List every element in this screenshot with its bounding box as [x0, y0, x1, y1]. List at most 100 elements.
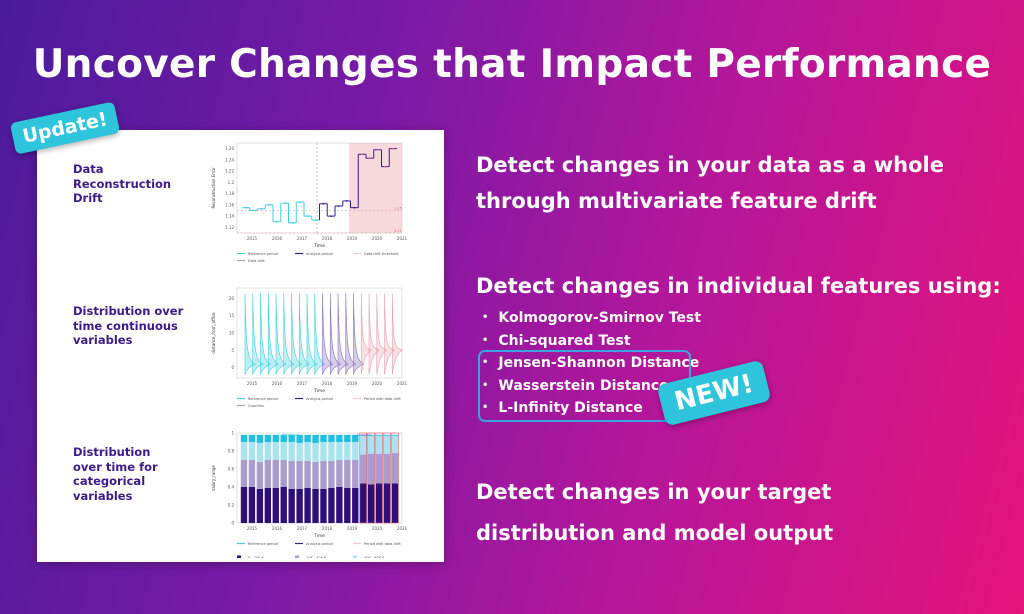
- y-tick-label: 1.18: [225, 191, 234, 196]
- stacked-bar-segment: [344, 460, 351, 488]
- method-item: Wasserstein Distance: [482, 375, 701, 398]
- stacked-bar-segment: [280, 487, 287, 523]
- stacked-bar-segment: [272, 460, 279, 488]
- stacked-bar-segment: [304, 460, 311, 488]
- y-tick-label: 1.26: [225, 146, 234, 151]
- x-tick-label: 2018: [322, 236, 333, 241]
- stacked-bar-segment: [264, 442, 271, 460]
- x-tick-label: 2017: [297, 236, 308, 241]
- section-label-reconstruction: Data Reconstruction Drift: [73, 162, 172, 205]
- stacked-bar-segment: [368, 453, 375, 485]
- stacked-bar-segment: [328, 442, 335, 461]
- legend-swatch: [295, 555, 299, 558]
- stacked-bar-segment: [344, 434, 351, 442]
- stacked-bar-segment: [328, 460, 335, 488]
- legend-label: 40K - 60K €: [364, 556, 384, 558]
- stacked-bar-segment: [256, 434, 264, 443]
- stacked-bar-segment: [352, 487, 359, 523]
- stacked-bar-segment: [272, 434, 279, 442]
- distribution-violin: [298, 293, 310, 375]
- stacked-bar-segment: [256, 461, 264, 489]
- stacked-bar-segment: [391, 434, 399, 436]
- data-point: [337, 205, 340, 207]
- data-point: [345, 200, 348, 202]
- stacked-bar-segment: [312, 461, 319, 489]
- x-tick-label: 2019: [347, 236, 358, 241]
- y-tick-label: 0.2: [228, 503, 235, 508]
- stacked-bar-segment: [344, 442, 351, 460]
- y-tick-label: 0.6: [228, 467, 235, 472]
- distribution-violin: [283, 293, 295, 375]
- distribution-violin: [267, 293, 279, 375]
- y-tick-label: 1.22: [225, 169, 234, 174]
- x-axis-label: Time: [313, 388, 325, 394]
- data-point: [392, 147, 395, 150]
- stacked-bar-segment: [304, 487, 311, 523]
- stacked-bar-segment: [296, 434, 303, 443]
- stacked-bar-segment: [240, 460, 248, 487]
- distribution-violin: [306, 293, 318, 375]
- x-tick-label: 2020: [372, 236, 383, 241]
- stacked-bar-segment: [312, 442, 319, 462]
- distribution-violin: [322, 293, 334, 375]
- y-tick-label: 1.14: [225, 214, 234, 219]
- y-tick-label: 15: [229, 313, 235, 318]
- y-tick-label: 0.4: [228, 485, 235, 490]
- data-point: [353, 206, 356, 209]
- data-point: [275, 220, 278, 223]
- distribution-violin: [376, 293, 388, 375]
- drift-bar-outline: [367, 432, 375, 524]
- categorical-distribution-chart: 0 0.2 0.4 0.6 0.8 1 2015 2016 2017 2018 2019 2020 20…: [211, 431, 408, 558]
- x-axis-label: Time: [313, 533, 325, 539]
- stacked-bar-segment: [375, 435, 383, 454]
- y-tick-label: 1.12: [225, 225, 234, 230]
- drift-bar-outline: [391, 432, 399, 524]
- x-tick-label: 2020: [372, 526, 383, 531]
- y-tick-label: 1.2: [228, 180, 235, 185]
- x-tick-label: 2015: [247, 381, 258, 386]
- stacked-bar-segment: [360, 434, 367, 436]
- stacked-bar-segment: [320, 442, 327, 461]
- methods-list: Kolmogorov-Smirnov Test Chi-squared Test…: [482, 307, 701, 420]
- stacked-bar-segment: [280, 434, 287, 442]
- distribution-violin: [291, 293, 303, 375]
- y-tick-label: 0: [231, 365, 234, 370]
- x-axis-label: Time: [313, 243, 325, 249]
- stacked-bar-segment: [320, 434, 327, 442]
- stacked-bar-segment: [256, 442, 264, 462]
- data-point: [330, 215, 333, 218]
- legend-label: Period with data drift: [364, 397, 401, 401]
- x-tick-label: 2019: [347, 381, 358, 386]
- stacked-bar-segment: [383, 434, 391, 436]
- x-tick-label: 2015: [247, 526, 258, 531]
- stacked-bar-segment: [328, 487, 335, 523]
- stacked-bar-segment: [320, 460, 327, 489]
- y-axis-label: Reconstruction Error: [211, 167, 216, 208]
- distribution-violin: [314, 293, 326, 375]
- data-point: [376, 148, 379, 151]
- stacked-bar-segment: [368, 484, 375, 523]
- stacked-bar-segment: [320, 488, 327, 523]
- x-tick-label: 2021: [397, 526, 408, 531]
- stacked-bar-segment: [368, 435, 375, 454]
- distribution-violin: [252, 293, 264, 375]
- stacked-bar-segment: [344, 487, 351, 523]
- drift-bar-outline: [383, 432, 391, 524]
- legend-swatch: [237, 555, 241, 558]
- heading-univariate: Detect changes in individual features us…: [476, 274, 1001, 298]
- distribution-violin: [329, 293, 341, 375]
- drift-bar-outline: [375, 432, 383, 524]
- stacked-bar-segment: [304, 442, 311, 461]
- stacked-bar-segment: [256, 488, 264, 523]
- distribution-violin: [275, 293, 287, 375]
- stacked-bar-segment: [312, 488, 319, 523]
- stacked-bar-segment: [240, 487, 248, 523]
- x-tick-label: 2019: [347, 526, 358, 531]
- stacked-bar-segment: [240, 434, 248, 442]
- stacked-bar-segment: [272, 487, 279, 523]
- stacked-bar-segment: [336, 487, 343, 523]
- y-tick-label: 0.8: [228, 449, 235, 454]
- plot-frame: [236, 287, 403, 379]
- reconstruction-error-chart: 1.12 1.14 1.16 1.18 1.2 1.22 1.24 1.26 2015 2016 2…: [211, 142, 408, 263]
- stacked-bar-segment: [391, 452, 399, 484]
